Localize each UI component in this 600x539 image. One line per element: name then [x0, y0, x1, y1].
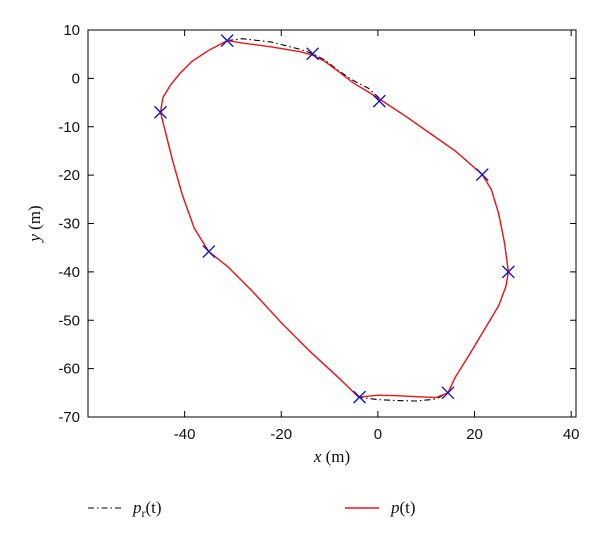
marker-stroke	[153, 105, 167, 119]
plot-frame	[87, 29, 577, 418]
x-axis-label-var: x	[313, 447, 322, 466]
waypoint-marker	[353, 390, 367, 404]
marker-stroke	[202, 245, 216, 259]
axis-ticks-group: -40 -20 0 20 40 10 0 -10 -20 -30 -40 -50 -60 -70	[58, 22, 579, 443]
x-tick-label: 0	[374, 426, 382, 443]
y-axis-label: y (m)	[25, 205, 44, 243]
waypoint-marker	[220, 34, 234, 48]
waypoint-marker	[501, 265, 515, 279]
x-tick-label: -40	[174, 426, 196, 443]
marker-stroke	[501, 265, 515, 279]
y-tick-label: -50	[58, 312, 80, 329]
marker-stroke	[220, 34, 234, 48]
marker-stroke	[306, 47, 320, 61]
waypoint-marker	[475, 168, 489, 182]
x-axis-label-unit: (m)	[321, 447, 350, 466]
y-axis-label-unit: (m)	[25, 205, 44, 234]
y-tick-label: -10	[58, 119, 80, 136]
waypoint-marker	[441, 386, 455, 400]
waypoint-marker	[202, 245, 216, 259]
x-tick-label: -20	[270, 426, 292, 443]
x-axis-label: x (m)	[313, 447, 350, 466]
marker-stroke	[372, 94, 386, 108]
plot-markers-group	[153, 34, 515, 404]
marker-stroke	[441, 386, 455, 400]
legend: pr(t) p(t)	[88, 498, 416, 520]
waypoint-marker	[153, 105, 167, 119]
y-tick-label: -30	[58, 216, 80, 233]
waypoint-marker	[306, 47, 320, 61]
y-tick-label: 10	[63, 22, 80, 39]
series-line-p	[159, 39, 510, 399]
x-tick-label: 20	[466, 426, 483, 443]
y-tick-label: -20	[58, 167, 80, 184]
legend-label-pr: pr(t)	[132, 498, 162, 520]
plot-series-group	[159, 38, 510, 402]
marker-stroke	[475, 168, 489, 182]
legend-label-p: p(t)	[390, 498, 416, 517]
x-tick-label: 40	[563, 426, 580, 443]
y-tick-label: -70	[58, 409, 80, 426]
y-tick-label: -40	[58, 264, 80, 281]
marker-stroke	[353, 390, 367, 404]
y-tick-label: 0	[72, 70, 80, 87]
series-line-pr	[159, 38, 509, 402]
waypoint-marker	[372, 94, 386, 108]
y-axis-label-var: y	[25, 234, 44, 244]
y-tick-label: -60	[58, 361, 80, 378]
